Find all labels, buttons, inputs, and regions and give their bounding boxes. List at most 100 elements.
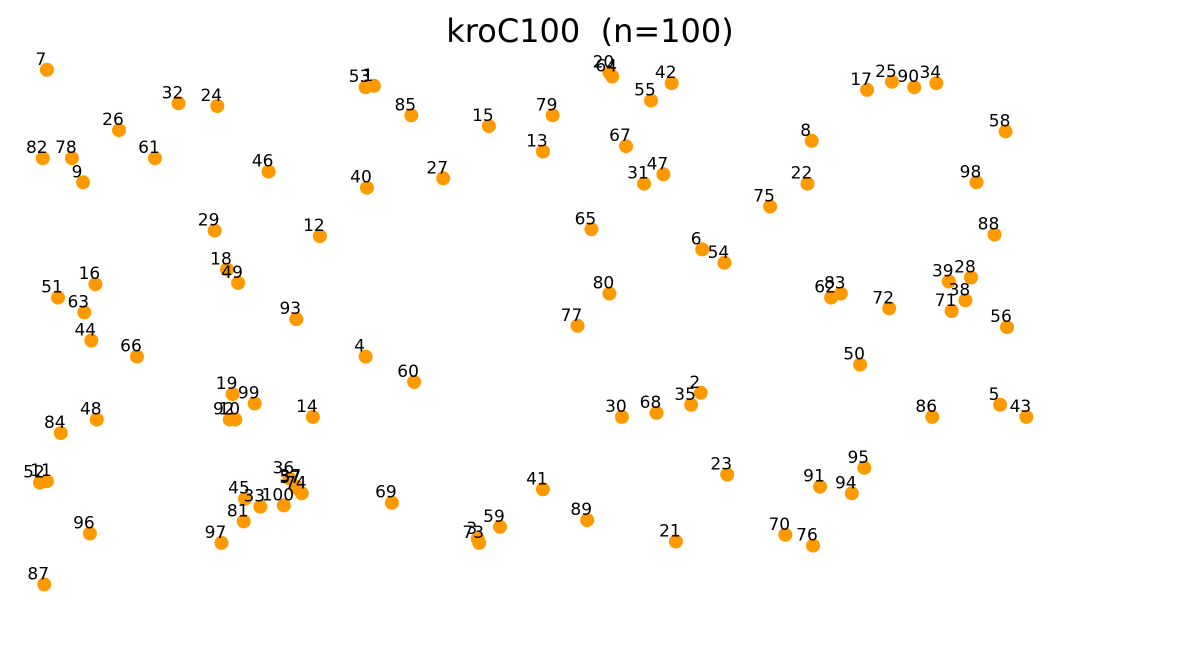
city-label-86: 86 [915, 397, 937, 417]
city-point-74 [294, 486, 309, 501]
city-point-52 [33, 475, 47, 490]
city-label-30: 30 [605, 397, 627, 417]
city-point-59 [493, 519, 507, 534]
city-label-62: 62 [814, 278, 836, 298]
city-point-29 [207, 223, 222, 238]
city-point-54 [717, 255, 732, 270]
city-label-85: 85 [394, 95, 416, 115]
city-label-12: 12 [303, 216, 325, 236]
city-point-72 [882, 301, 897, 316]
city-point-96 [82, 526, 97, 541]
city-point-17 [860, 82, 875, 97]
city-point-56 [1000, 320, 1014, 335]
city-point-71 [944, 304, 959, 318]
city-label-23: 23 [710, 455, 732, 475]
city-label-92: 92 [213, 400, 235, 420]
city-label-15: 15 [472, 106, 494, 126]
city-label-42: 42 [655, 63, 677, 83]
city-point-8 [804, 133, 819, 148]
city-point-83 [833, 286, 848, 301]
city-label-34: 34 [919, 63, 941, 83]
city-point-80 [602, 286, 617, 301]
city-label-76: 76 [796, 526, 818, 546]
city-point-32 [171, 96, 186, 111]
city-label-51: 51 [41, 278, 63, 298]
city-label-31: 31 [627, 164, 649, 184]
city-point-18 [220, 262, 234, 277]
city-point-26 [112, 123, 126, 138]
city-point-12 [312, 229, 327, 243]
city-point-15 [481, 119, 496, 134]
city-label-52: 52 [23, 463, 45, 483]
city-label-7: 7 [35, 50, 46, 70]
city-label-68: 68 [640, 393, 662, 413]
city-point-49 [231, 275, 246, 290]
city-point-84 [53, 426, 68, 440]
city-label-27: 27 [426, 158, 448, 178]
city-point-43 [1019, 409, 1034, 424]
city-point-24 [210, 99, 225, 113]
city-point-46 [261, 164, 276, 179]
city-label-94: 94 [835, 473, 857, 493]
city-point-65 [584, 222, 599, 237]
city-point-51 [51, 290, 65, 305]
city-point-97 [214, 535, 229, 550]
city-point-95 [857, 460, 872, 475]
city-label-35: 35 [674, 385, 696, 405]
city-point-53 [358, 80, 373, 95]
city-point-58 [998, 124, 1013, 139]
city-label-37: 37 [279, 467, 301, 487]
city-label-16: 16 [79, 264, 101, 284]
city-label-45: 45 [228, 479, 250, 499]
city-point-55 [644, 93, 658, 108]
city-point-45 [238, 491, 252, 506]
city-point-98 [969, 175, 984, 190]
city-point-92 [222, 412, 237, 427]
city-point-78 [64, 151, 79, 166]
city-label-29: 29 [198, 211, 220, 231]
city-point-39 [941, 274, 956, 289]
city-point-9 [76, 175, 90, 190]
city-label-82: 82 [26, 138, 48, 158]
label-layer: 1234567891011121314151617181920212223242… [23, 50, 1031, 585]
city-point-35 [684, 397, 699, 412]
city-label-96: 96 [73, 514, 95, 534]
marker-layer [33, 62, 1034, 592]
city-label-87: 87 [27, 564, 49, 584]
city-point-85 [404, 108, 419, 123]
chart-title: kroC100 (n=100) [446, 12, 734, 50]
city-point-90 [907, 80, 922, 95]
city-point-89 [580, 513, 595, 528]
city-point-13 [535, 144, 550, 159]
city-label-4: 4 [354, 337, 365, 357]
city-label-17: 17 [850, 70, 872, 90]
city-label-80: 80 [593, 274, 615, 294]
city-label-74: 74 [285, 473, 307, 493]
city-point-68 [649, 405, 664, 420]
city-label-97: 97 [205, 523, 227, 543]
city-label-38: 38 [949, 280, 971, 300]
city-label-59: 59 [483, 507, 505, 527]
city-label-19: 19 [216, 374, 238, 394]
city-label-72: 72 [872, 288, 894, 308]
city-label-56: 56 [990, 307, 1012, 327]
city-point-64 [605, 69, 620, 84]
city-point-34 [929, 76, 944, 91]
city-label-40: 40 [350, 168, 372, 188]
city-label-77: 77 [561, 306, 583, 326]
city-label-50: 50 [843, 345, 865, 365]
city-label-89: 89 [570, 500, 592, 520]
city-label-60: 60 [397, 362, 419, 382]
city-label-14: 14 [296, 397, 318, 417]
city-label-20: 20 [593, 52, 615, 72]
city-point-5 [993, 397, 1008, 412]
city-label-91: 91 [803, 467, 825, 487]
city-point-86 [925, 409, 940, 424]
city-point-79 [545, 108, 560, 123]
city-point-47 [656, 167, 671, 182]
city-point-30 [614, 409, 629, 424]
city-label-84: 84 [44, 413, 66, 433]
city-point-66 [130, 349, 144, 364]
city-point-6 [695, 242, 710, 257]
city-label-64: 64 [595, 57, 617, 77]
